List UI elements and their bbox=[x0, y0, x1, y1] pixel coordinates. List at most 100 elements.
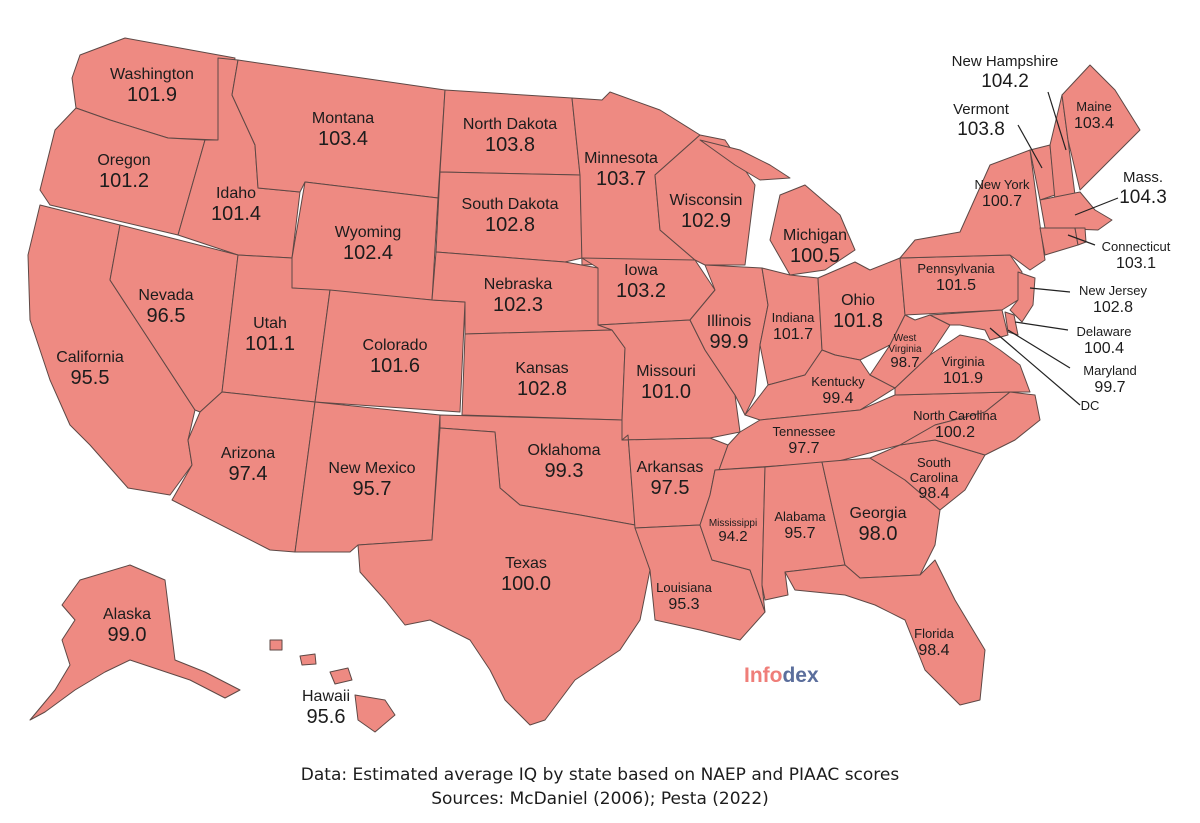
state-name: Texas bbox=[505, 555, 547, 572]
leader-massachusetts bbox=[1074, 197, 1119, 216]
label-indiana: Indiana 101.7 bbox=[771, 310, 815, 343]
state-value: 98.0 bbox=[858, 522, 898, 545]
label-minnesota: Minnesota 103.7 bbox=[584, 150, 658, 190]
leader-dc bbox=[989, 327, 1081, 406]
state-value: 103.8 bbox=[957, 118, 1005, 140]
state-value: 101.1 bbox=[244, 332, 296, 355]
state-south-dakota bbox=[435, 171, 583, 263]
label-missouri: Missouri 101.0 bbox=[636, 363, 696, 403]
label-wyoming: Wyoming 102.4 bbox=[335, 224, 402, 264]
state-hawaii-big-island bbox=[354, 694, 396, 733]
state-name: Arkansas bbox=[636, 459, 704, 476]
label-dc: DC bbox=[1080, 398, 1100, 414]
state-name: Kansas bbox=[515, 360, 569, 377]
state-value: 99.0 bbox=[107, 623, 147, 646]
label-alaska: Alaska 99.0 bbox=[103, 606, 151, 646]
leader-connecticut bbox=[1067, 234, 1096, 246]
state-value: 99.3 bbox=[544, 459, 584, 482]
state-value: 103.8 bbox=[484, 133, 536, 156]
label-mississippi: Mississippi 94.2 bbox=[709, 518, 757, 546]
label-georgia: Georgia 98.0 bbox=[850, 505, 907, 545]
state-michigan-upper bbox=[699, 139, 791, 181]
state-name: California bbox=[56, 349, 124, 366]
state-value: 101.8 bbox=[832, 309, 884, 332]
label-new-jersey: New Jersey 102.8 bbox=[1079, 283, 1147, 316]
label-wisconsin: Wisconsin 102.9 bbox=[670, 192, 743, 232]
label-kentucky: Kentucky 99.4 bbox=[811, 374, 865, 407]
label-pennsylvania: Pennsylvania 101.5 bbox=[917, 261, 994, 294]
label-idaho: Idaho 101.4 bbox=[211, 185, 261, 225]
state-value: 98.4 bbox=[918, 641, 950, 659]
state-name: Maryland bbox=[1083, 363, 1137, 378]
label-south-carolina: South Carolina 98.4 bbox=[894, 455, 974, 503]
state-name: Florida bbox=[914, 626, 954, 641]
state-new-hampshire bbox=[1049, 94, 1076, 201]
logo-part-2: dex bbox=[782, 664, 819, 687]
state-name: Mississippi bbox=[708, 518, 758, 529]
state-name: Virginia bbox=[941, 354, 985, 369]
state-name: Delaware bbox=[1076, 324, 1132, 339]
state-name: Vermont bbox=[953, 101, 1009, 118]
label-illinois: Illinois 99.9 bbox=[707, 313, 751, 353]
label-maine: Maine 103.4 bbox=[1074, 99, 1114, 132]
state-north-carolina bbox=[899, 391, 1041, 456]
state-value: 98.7 bbox=[890, 354, 920, 372]
state-value: 101.9 bbox=[126, 83, 178, 106]
state-name: Wyoming bbox=[334, 224, 402, 241]
state-name: Utah bbox=[253, 315, 287, 332]
state-value: 101.9 bbox=[942, 369, 984, 387]
state-name: Louisiana bbox=[656, 580, 712, 595]
state-value: 101.2 bbox=[98, 169, 150, 192]
state-massachusetts bbox=[1039, 191, 1113, 231]
state-hawaii-kauai bbox=[269, 639, 283, 651]
caption-sources-line: Sources: McDaniel (2006); Pesta (2022) bbox=[431, 789, 769, 809]
leader-new-hampshire bbox=[1047, 91, 1067, 151]
state-name: New York bbox=[974, 177, 1030, 192]
label-new-york: New York 100.7 bbox=[972, 177, 1032, 210]
state-name: South Dakota bbox=[461, 196, 559, 213]
state-maine bbox=[1061, 64, 1141, 191]
state-value: 103.4 bbox=[317, 127, 369, 150]
label-massachusetts: Mass. 104.3 bbox=[1119, 169, 1167, 208]
state-maryland bbox=[929, 309, 1009, 341]
state-name: Kentucky bbox=[811, 374, 865, 389]
state-name: New Hampshire bbox=[951, 53, 1059, 70]
state-name: New Mexico bbox=[328, 460, 416, 477]
state-delaware bbox=[1004, 311, 1019, 336]
label-utah: Utah 101.1 bbox=[245, 315, 295, 355]
state-value: 97.7 bbox=[788, 439, 820, 457]
label-oregon: Oregon 101.2 bbox=[97, 152, 150, 192]
state-value: 100.0 bbox=[500, 572, 552, 595]
state-value: 99.4 bbox=[822, 389, 854, 407]
leader-vermont bbox=[1017, 124, 1043, 169]
label-south-dakota: South Dakota 102.8 bbox=[462, 196, 559, 236]
state-name: Iowa bbox=[624, 262, 658, 279]
state-value: 101.0 bbox=[640, 380, 692, 403]
label-vermont: Vermont 103.8 bbox=[953, 101, 1009, 140]
state-name: Indiana bbox=[771, 310, 815, 325]
label-arkansas: Arkansas 97.5 bbox=[637, 459, 704, 499]
state-name: DC bbox=[1080, 398, 1100, 413]
label-california: California 95.5 bbox=[56, 349, 124, 389]
label-virginia: Virginia 101.9 bbox=[941, 354, 985, 387]
state-value: 103.7 bbox=[595, 167, 647, 190]
state-value: 101.6 bbox=[369, 354, 421, 377]
state-value: 97.5 bbox=[650, 476, 690, 499]
leader-delaware bbox=[1014, 321, 1069, 331]
label-iowa: Iowa 103.2 bbox=[616, 262, 666, 302]
state-value: 98.4 bbox=[918, 485, 950, 503]
state-value: 99.9 bbox=[709, 330, 749, 353]
label-delaware: Delaware 100.4 bbox=[1076, 324, 1132, 357]
state-florida bbox=[784, 559, 986, 706]
state-name: Colorado bbox=[362, 337, 428, 354]
state-name: Montana bbox=[311, 110, 375, 127]
state-value: 102.3 bbox=[492, 293, 544, 316]
state-name: Nebraska bbox=[483, 276, 553, 293]
state-value: 100.2 bbox=[934, 423, 976, 441]
leader-maryland bbox=[1007, 329, 1071, 369]
label-north-dakota: North Dakota 103.8 bbox=[463, 116, 557, 156]
label-hawaii: Hawaii 95.6 bbox=[302, 688, 350, 728]
state-value: 102.8 bbox=[484, 213, 536, 236]
state-name: Minnesota bbox=[584, 150, 658, 167]
